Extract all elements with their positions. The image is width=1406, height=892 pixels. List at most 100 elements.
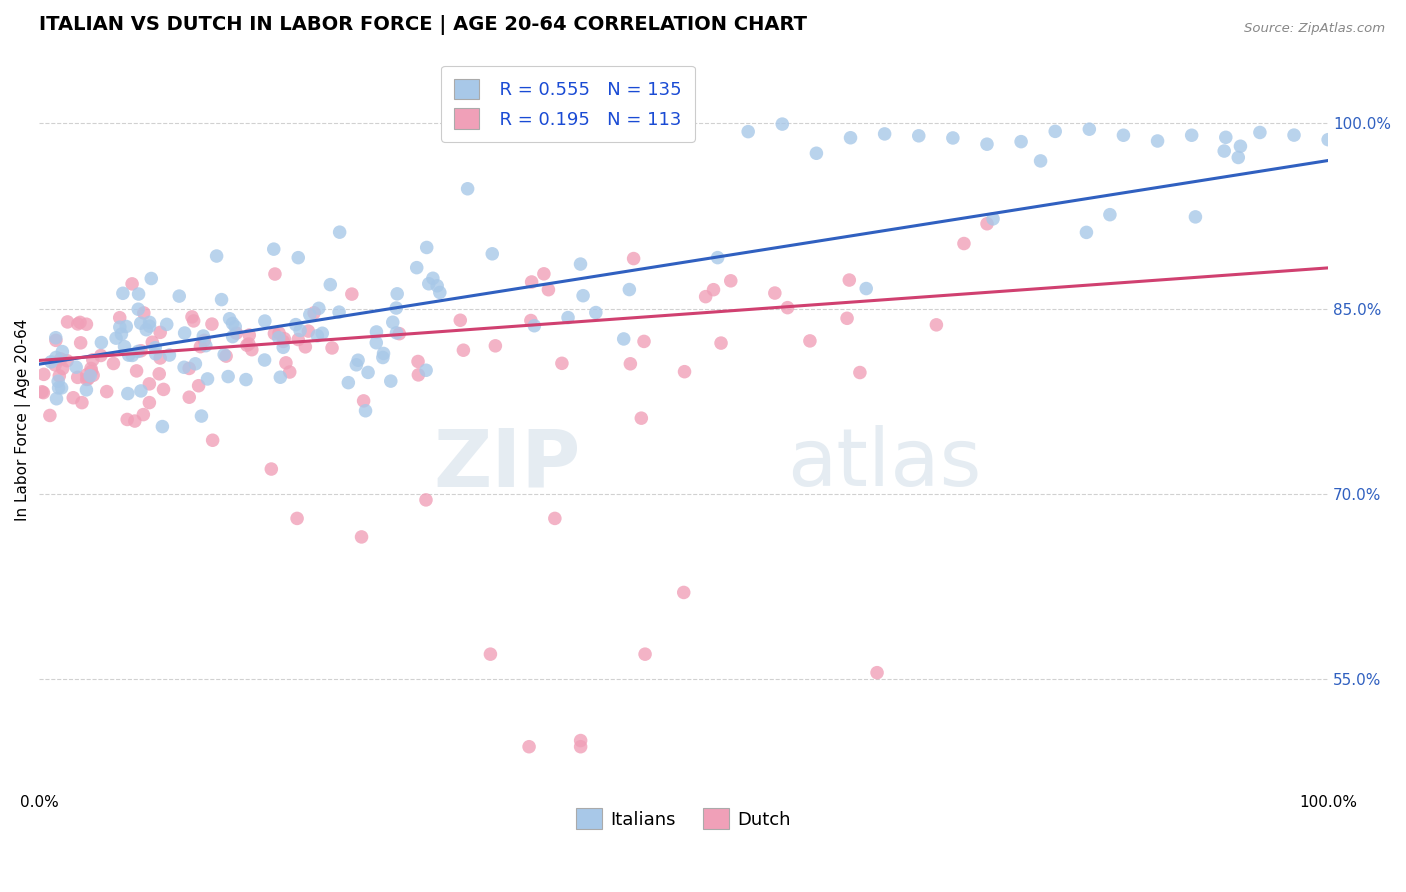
Point: [457, 182, 479, 196]
Point: [45, 334, 67, 348]
Point: [264, 267, 287, 281]
Point: [263, 326, 285, 341]
Point: [630, 411, 652, 425]
Point: [212, 347, 235, 361]
Point: [835, 311, 858, 326]
Point: [38, 409, 60, 423]
Point: [132, 306, 155, 320]
Point: [65, 360, 87, 375]
Point: [633, 334, 655, 349]
Point: [224, 319, 246, 334]
Text: ITALIAN VS DUTCH IN LABOR FORCE | AGE 20-64 CORRELATION CHART: ITALIAN VS DUTCH IN LABOR FORCE | AGE 20…: [39, 15, 807, 35]
Point: [56, 353, 79, 368]
Point: [479, 647, 502, 661]
Point: [221, 329, 243, 343]
Point: [484, 339, 506, 353]
Point: [69, 335, 91, 350]
Text: ZIP: ZIP: [433, 425, 581, 503]
Point: [706, 251, 728, 265]
Point: [173, 360, 195, 375]
Point: [267, 331, 290, 345]
Point: [294, 340, 316, 354]
Point: [695, 290, 717, 304]
Point: [981, 211, 1004, 226]
Point: [533, 267, 555, 281]
Point: [152, 383, 174, 397]
Point: [66, 317, 89, 331]
Point: [263, 242, 285, 256]
Point: [114, 340, 136, 354]
Point: [976, 217, 998, 231]
Point: [76, 368, 98, 382]
Point: [115, 319, 138, 334]
Point: [173, 326, 195, 340]
Point: [799, 334, 821, 348]
Point: [1029, 153, 1052, 168]
Point: [274, 356, 297, 370]
Point: [51, 381, 73, 395]
Point: [380, 374, 402, 388]
Point: [1282, 128, 1305, 142]
Point: [141, 271, 163, 285]
Point: [201, 434, 224, 448]
Point: [517, 739, 540, 754]
Point: [849, 366, 872, 380]
Point: [1227, 151, 1250, 165]
Point: [449, 313, 471, 327]
Point: [710, 336, 733, 351]
Point: [105, 331, 128, 345]
Point: [235, 373, 257, 387]
Point: [385, 286, 408, 301]
Point: [1184, 210, 1206, 224]
Point: [236, 338, 259, 352]
Point: [288, 324, 311, 338]
Point: [128, 287, 150, 301]
Point: [1076, 226, 1098, 240]
Point: [1215, 130, 1237, 145]
Point: [453, 343, 475, 358]
Point: [619, 283, 641, 297]
Point: [48, 381, 70, 395]
Point: [211, 293, 233, 307]
Point: [285, 511, 308, 525]
Text: atlas: atlas: [787, 425, 981, 503]
Point: [62, 391, 84, 405]
Point: [49, 351, 72, 366]
Point: [225, 326, 247, 340]
Point: [52, 361, 75, 376]
Point: [45, 331, 67, 345]
Point: [149, 326, 172, 340]
Point: [537, 283, 560, 297]
Point: [90, 349, 112, 363]
Point: [82, 368, 104, 383]
Point: [238, 328, 260, 343]
Point: [366, 325, 388, 339]
Point: [118, 348, 141, 362]
Point: [838, 273, 860, 287]
Point: [907, 128, 929, 143]
Point: [672, 585, 695, 599]
Point: [321, 341, 343, 355]
Point: [866, 665, 889, 680]
Point: [702, 283, 724, 297]
Point: [1249, 126, 1271, 140]
Point: [1098, 208, 1121, 222]
Point: [45, 351, 67, 365]
Point: [415, 363, 437, 377]
Point: [308, 301, 330, 316]
Point: [181, 310, 204, 324]
Point: [481, 247, 503, 261]
Point: [385, 301, 408, 315]
Point: [569, 733, 592, 747]
Point: [193, 334, 215, 348]
Point: [66, 370, 89, 384]
Point: [418, 277, 440, 291]
Point: [720, 274, 742, 288]
Point: [415, 240, 437, 254]
Point: [45, 392, 67, 406]
Point: [371, 351, 394, 365]
Point: [75, 383, 97, 397]
Point: [942, 131, 965, 145]
Point: [839, 130, 862, 145]
Point: [167, 289, 190, 303]
